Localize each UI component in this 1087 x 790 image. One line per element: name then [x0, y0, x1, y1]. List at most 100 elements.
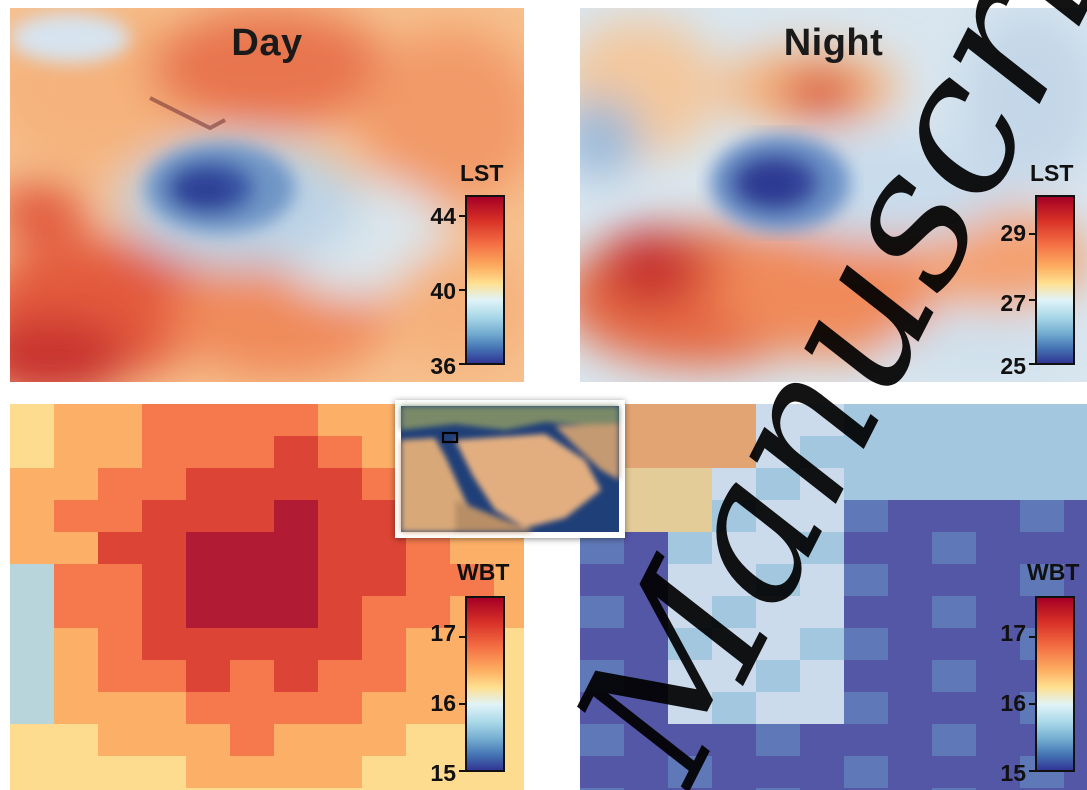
- wbt-grid-cell: [888, 404, 932, 436]
- wbt-grid-cell: [318, 660, 362, 692]
- wbt-grid-cell: [274, 756, 318, 788]
- wbt-grid-cell: [54, 660, 98, 692]
- wbt-grid-cell: [230, 756, 274, 788]
- wbt-grid-cell: [318, 500, 362, 532]
- wbt-grid-cell: [888, 596, 932, 628]
- wbt-grid-cell: [580, 660, 624, 692]
- colorbar-tick: [1029, 636, 1037, 638]
- wbt-grid-cell: [54, 692, 98, 724]
- colorbar-tick: [1029, 299, 1037, 301]
- wbt-grid-cell: [756, 724, 800, 756]
- wbt-grid-cell: [98, 628, 142, 660]
- wbt-grid-cell: [186, 692, 230, 724]
- wbt-grid-cell: [756, 564, 800, 596]
- wbt-grid-cell: [800, 724, 844, 756]
- wbt-grid-cell: [10, 724, 54, 756]
- wbt-grid-cell: [98, 532, 142, 564]
- wbt-grid-cell: [976, 724, 1020, 756]
- wbt-grid-cell: [888, 756, 932, 788]
- wbt-grid-cell: [142, 500, 186, 532]
- wbt-grid-cell: [624, 564, 668, 596]
- wbt-grid-cell: [230, 468, 274, 500]
- wbt-grid-cell: [1020, 436, 1064, 468]
- wbt-grid-cell: [844, 500, 888, 532]
- wbt-grid-cell: [494, 788, 524, 790]
- wbt-grid-cell: [712, 628, 756, 660]
- wbt-grid-cell: [932, 468, 976, 500]
- wbt-grid-cell: [318, 468, 362, 500]
- wbt-grid-cell: [186, 532, 230, 564]
- wbt-grid-cell: [976, 628, 1020, 660]
- wbt-grid-cell: [580, 628, 624, 660]
- wbt-grid-cell: [1064, 788, 1087, 790]
- wbt-grid-cell: [142, 436, 186, 468]
- wbt-grid-cell: [54, 788, 98, 790]
- wbt-grid-cell: [1064, 532, 1087, 564]
- wbt-grid-cell: [318, 724, 362, 756]
- wbt-grid-cell: [668, 436, 712, 468]
- wbt-grid-cell: [668, 532, 712, 564]
- wbt-grid-cell: [756, 660, 800, 692]
- wbt-grid-cell: [318, 532, 362, 564]
- colorbar-day-lst: [459, 195, 505, 365]
- colorbar-tick-label: 16: [1000, 690, 1026, 716]
- wbt-grid-cell: [800, 660, 844, 692]
- wbt-grid-cell: [756, 500, 800, 532]
- wbt-grid-cell: [98, 436, 142, 468]
- wbt-grid-cell: [1020, 404, 1064, 436]
- wbt-grid-cell: [54, 724, 98, 756]
- wbt-grid-cell: [274, 628, 318, 660]
- wbt-grid-cell: [888, 564, 932, 596]
- wbt-grid-cell: [668, 564, 712, 596]
- wbt-grid-cell: [98, 500, 142, 532]
- wbt-grid-cell: [932, 692, 976, 724]
- wbt-grid-cell: [624, 404, 668, 436]
- wbt-grid-cell: [186, 660, 230, 692]
- wbt-grid-cell: [186, 596, 230, 628]
- wbt-grid-cell: [624, 756, 668, 788]
- wbt-grid-cell: [844, 596, 888, 628]
- wbt-grid-cell: [230, 404, 274, 436]
- wbt-grid-cell: [362, 564, 406, 596]
- colorbar-tick: [459, 289, 467, 291]
- wbt-grid-cell: [450, 564, 494, 596]
- wbt-grid-cell: [186, 500, 230, 532]
- wbt-grid-cell: [712, 692, 756, 724]
- wbt-grid-cell: [844, 468, 888, 500]
- wbt-grid-cell: [888, 436, 932, 468]
- colorbar-tick-label: 27: [1000, 290, 1026, 316]
- wbt-grid-cell: [976, 532, 1020, 564]
- wbt-grid-cell: [186, 724, 230, 756]
- panel-title-night: Night: [783, 22, 884, 64]
- wbt-grid-cell: [580, 788, 624, 790]
- wbt-grid-cell: [494, 564, 524, 596]
- wbt-grid-cell: [1064, 468, 1087, 500]
- colorbar-tick-label: 15: [430, 760, 456, 786]
- wbt-grid-cell: [10, 756, 54, 788]
- wbt-grid-cell: [844, 436, 888, 468]
- wbt-grid-cell: [932, 756, 976, 788]
- wbt-grid-cell: [712, 564, 756, 596]
- wbt-grid-cell: [362, 788, 406, 790]
- colorbar-title-lst: LST: [1030, 160, 1074, 186]
- wbt-grid-cell: [712, 404, 756, 436]
- wbt-grid-cell: [186, 788, 230, 790]
- wbt-grid-cell: [580, 756, 624, 788]
- day-lst-panel: Day LST 44 40 36: [10, 8, 524, 382]
- wbt-grid-cell: [186, 756, 230, 788]
- wbt-grid-cell: [98, 788, 142, 790]
- wbt-grid-cell: [976, 564, 1020, 596]
- wbt-grid-cell: [844, 404, 888, 436]
- wbt-grid-cell: [318, 788, 362, 790]
- wbt-grid-cell: [98, 724, 142, 756]
- inset-map-graphic: [401, 406, 619, 532]
- wbt-grid-cell: [274, 788, 318, 790]
- wbt-grid-cell: [932, 660, 976, 692]
- wbt-grid-cell: [318, 756, 362, 788]
- wbt-grid-cell: [668, 500, 712, 532]
- wbt-grid-cell: [888, 788, 932, 790]
- wbt-grid-cell: [844, 692, 888, 724]
- wbt-grid-cell: [624, 468, 668, 500]
- night-wbt-panel: WBT 17 16 15: [580, 404, 1087, 790]
- wbt-grid-cell: [54, 628, 98, 660]
